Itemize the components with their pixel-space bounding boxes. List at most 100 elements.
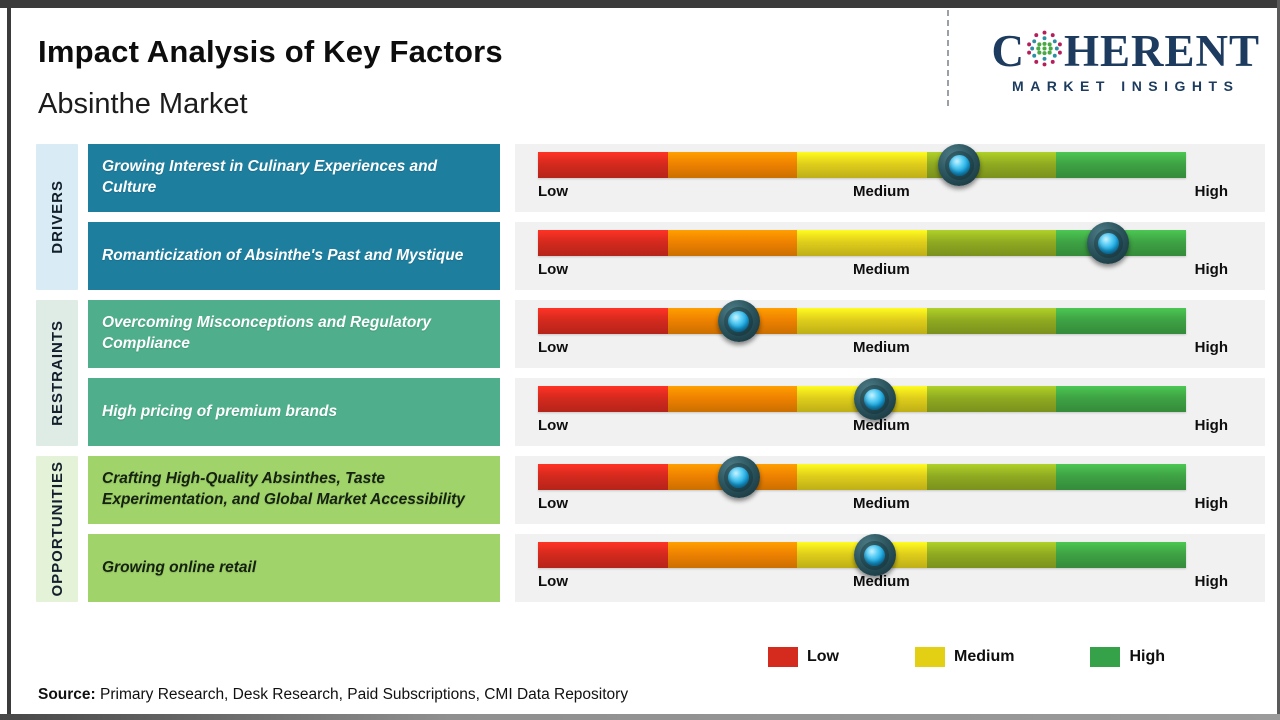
page-subtitle: Absinthe Market — [38, 88, 248, 120]
factor-group-drivers: DRIVERS Growing Interest in Culinary Expe… — [36, 144, 1265, 290]
bar-segment-2 — [667, 230, 798, 256]
bar-segment-5 — [1056, 464, 1186, 490]
impact-marker — [938, 144, 981, 186]
scale-label-low: Low — [538, 261, 568, 278]
scale-label-low: Low — [538, 417, 568, 434]
brand-logo: C — [991, 28, 1260, 95]
scale-label-medium: Medium — [853, 573, 910, 590]
category-column-opportunities: OPPORTUNITIES — [36, 456, 78, 602]
bar-segment-4 — [926, 464, 1057, 490]
scale-label-high: High — [1194, 495, 1228, 512]
impact-marker-sphere — [728, 466, 750, 488]
bar-segment-1 — [538, 230, 668, 256]
scale-label-low: Low — [538, 495, 568, 512]
header-dashed-divider — [947, 10, 949, 106]
scale-label-low: Low — [538, 339, 568, 356]
category-label-drivers: DRIVERS — [48, 180, 66, 254]
bar-segment-3 — [797, 230, 927, 256]
bar-segment-4 — [926, 386, 1057, 412]
bar-segment-1 — [538, 308, 668, 334]
scale-label-medium: Medium — [853, 495, 910, 512]
scale-label-medium: Medium — [853, 339, 910, 356]
bar-segment-2 — [667, 542, 798, 568]
brand-letters-rest: HERENT — [1063, 26, 1260, 76]
legend-label-high: High — [1129, 648, 1165, 665]
impact-marker-ring — [860, 540, 890, 570]
factor-box-opportunities-1: Crafting High-Quality Absinthes, Taste E… — [88, 456, 500, 524]
scale-labels: Low Medium High — [538, 183, 1228, 200]
impact-scale-restraints-1: Low Medium High — [515, 300, 1265, 368]
factor-group-opportunities: OPPORTUNITIES Crafting High-Quality Absin… — [36, 456, 1265, 602]
bar-segment-4 — [926, 230, 1057, 256]
impact-scale-opportunities-2: Low Medium High — [515, 534, 1265, 602]
source-label: Source: — [38, 686, 96, 703]
scale-labels: Low Medium High — [538, 573, 1228, 590]
bar-segment-1 — [538, 386, 668, 412]
factor-box-opportunities-2: Growing online retail — [88, 534, 500, 602]
impact-row: Growing Interest in Culinary Experiences… — [88, 144, 1265, 212]
brand-letter-c: C — [991, 26, 1025, 76]
legend-item-high: High — [1090, 647, 1165, 667]
bar-segment-5 — [1056, 308, 1186, 334]
source-line: Source: Primary Research, Desk Research,… — [38, 686, 628, 704]
rows-drivers: Growing Interest in Culinary Experiences… — [88, 144, 1265, 290]
bar-segment-1 — [538, 464, 668, 490]
impact-row: Overcoming Misconceptions and Regulatory… — [88, 300, 1265, 368]
impact-scale-drivers-1: Low Medium High — [515, 144, 1265, 212]
scale-label-low: Low — [538, 183, 568, 200]
bar-segment-2 — [667, 386, 798, 412]
impact-marker-sphere — [1097, 232, 1119, 254]
scale-label-high: High — [1194, 183, 1228, 200]
bar-segment-3 — [797, 464, 927, 490]
factor-box-restraints-2: High pricing of premium brands — [88, 378, 500, 446]
brand-tagline: MARKET INSIGHTS — [1012, 78, 1240, 94]
rows-restraints: Overcoming Misconceptions and Regulatory… — [88, 300, 1265, 446]
impact-row: High pricing of premium brands Low Medium H… — [88, 378, 1265, 446]
impact-marker-ring — [724, 306, 754, 336]
bar-segment-1 — [538, 542, 668, 568]
scale-labels: Low Medium High — [538, 339, 1228, 356]
frame-right-edge — [1277, 0, 1280, 720]
impact-marker — [1087, 222, 1130, 264]
impact-row: Growing online retail Low Medium High — [88, 534, 1265, 602]
bar-segment-5 — [1056, 152, 1186, 178]
legend: Low Medium High — [768, 647, 1165, 667]
impact-row: Crafting High-Quality Absinthes, Taste E… — [88, 456, 1265, 524]
legend-swatch-high — [1090, 647, 1121, 667]
bar-segment-3 — [797, 308, 927, 334]
scale-labels: Low Medium High — [538, 495, 1228, 512]
scale-label-high: High — [1194, 339, 1228, 356]
frame-top-edge — [0, 0, 1280, 8]
impact-marker-sphere — [728, 310, 750, 332]
bar-segment-2 — [667, 152, 798, 178]
scale-labels: Low Medium High — [538, 417, 1228, 434]
brand-wordmark: C — [991, 28, 1260, 75]
impact-row: Romanticization of Absinthe's Past and M… — [88, 222, 1265, 290]
impact-bar — [538, 308, 1186, 334]
impact-marker — [853, 534, 896, 576]
frame-bottom-edge — [0, 714, 1280, 720]
rows-opportunities: Crafting High-Quality Absinthes, Taste E… — [88, 456, 1265, 602]
impact-bar — [538, 152, 1186, 178]
impact-marker-ring — [1093, 228, 1123, 258]
impact-scale-drivers-2: Low Medium High — [515, 222, 1265, 290]
legend-swatch-medium — [915, 647, 945, 667]
bar-segment-5 — [1056, 542, 1186, 568]
factor-box-drivers-2: Romanticization of Absinthe's Past and M… — [88, 222, 500, 290]
impact-marker — [717, 300, 760, 342]
bar-segment-3 — [797, 152, 927, 178]
impact-groups: DRIVERS Growing Interest in Culinary Expe… — [36, 144, 1265, 602]
scale-label-high: High — [1194, 261, 1228, 278]
scale-label-medium: Medium — [853, 261, 910, 278]
scale-label-medium: Medium — [853, 417, 910, 434]
category-column-restraints: RESTRAINTS — [36, 300, 78, 446]
impact-marker-sphere — [864, 544, 886, 566]
page-title: Impact Analysis of Key Factors — [38, 34, 503, 69]
bar-segment-1 — [538, 152, 668, 178]
factor-box-drivers-1: Growing Interest in Culinary Experiences… — [88, 144, 500, 212]
legend-item-low: Low — [768, 647, 839, 667]
impact-marker-ring — [724, 462, 754, 492]
impact-marker — [717, 456, 760, 498]
legend-label-low: Low — [807, 648, 839, 665]
